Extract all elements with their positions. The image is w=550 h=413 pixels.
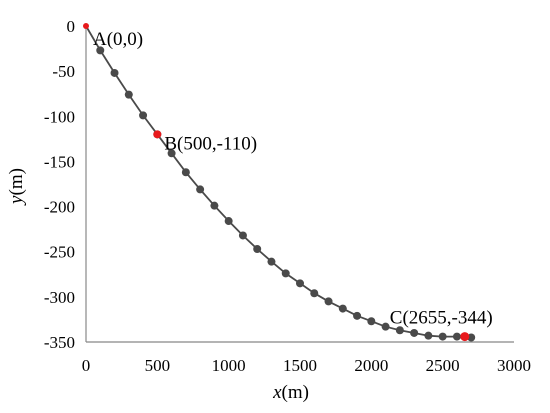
data-point [196,185,205,194]
data-point [310,289,319,298]
data-point [424,331,433,340]
x-tick-label: 3000 [497,356,531,375]
y-tick-label: -300 [44,288,75,307]
data-point [267,257,276,266]
data-point [367,317,376,326]
x-tick-label: 2000 [354,356,388,375]
y-tick-label: -150 [44,152,75,171]
data-point [167,149,176,158]
data-point [324,297,333,306]
data-point [395,326,404,335]
x-tick-label: 0 [82,356,91,375]
data-point [467,333,476,342]
data-point [96,46,105,55]
data-point [381,322,390,331]
x-tick-label: 500 [145,356,171,375]
data-series [85,25,476,342]
data-point [281,269,290,278]
highlighted-point-label: A(0,0) [93,29,143,50]
highlighted-point-label: B(500,-110) [164,133,257,154]
y-tick-label: -350 [44,333,75,352]
y-tick-label: 0 [67,17,76,36]
y-axis-title: y(m) [6,168,27,206]
data-point [410,328,419,337]
axes [85,26,514,343]
data-point [124,90,133,99]
x-tick-label: 1500 [283,356,317,375]
data-point [253,245,262,254]
x-axis-title: x(m) [272,382,309,403]
y-tick-label: -250 [44,243,75,262]
highlighted-point-marker [460,332,470,342]
data-point [452,332,461,341]
y-tick-label: -100 [44,107,75,126]
x-tick-label: 2500 [426,356,460,375]
y-tick-label: -200 [44,198,75,217]
x-tick-label: 1000 [212,356,246,375]
data-point [110,68,119,77]
highlighted-point-marker [83,23,89,29]
data-point [296,279,304,288]
highlighted-point-label: C(2655,-344) [390,308,493,329]
data-point [210,201,219,210]
data-point [238,231,247,240]
highlighted-points: A(0,0) B(500,-110) C(2655,-344) [83,23,493,342]
data-point [353,311,362,320]
data-point [139,111,148,120]
data-point [438,332,447,341]
data-point [224,217,233,226]
tick-labels: 0 500 1000 1500 2000 2500 3000 0 -50 -100 -150 -200… [44,17,531,375]
y-tick-label: -50 [52,62,75,81]
data-point [181,168,190,177]
series-line [85,25,472,339]
data-point [338,304,347,313]
highlighted-point-marker [153,130,162,139]
